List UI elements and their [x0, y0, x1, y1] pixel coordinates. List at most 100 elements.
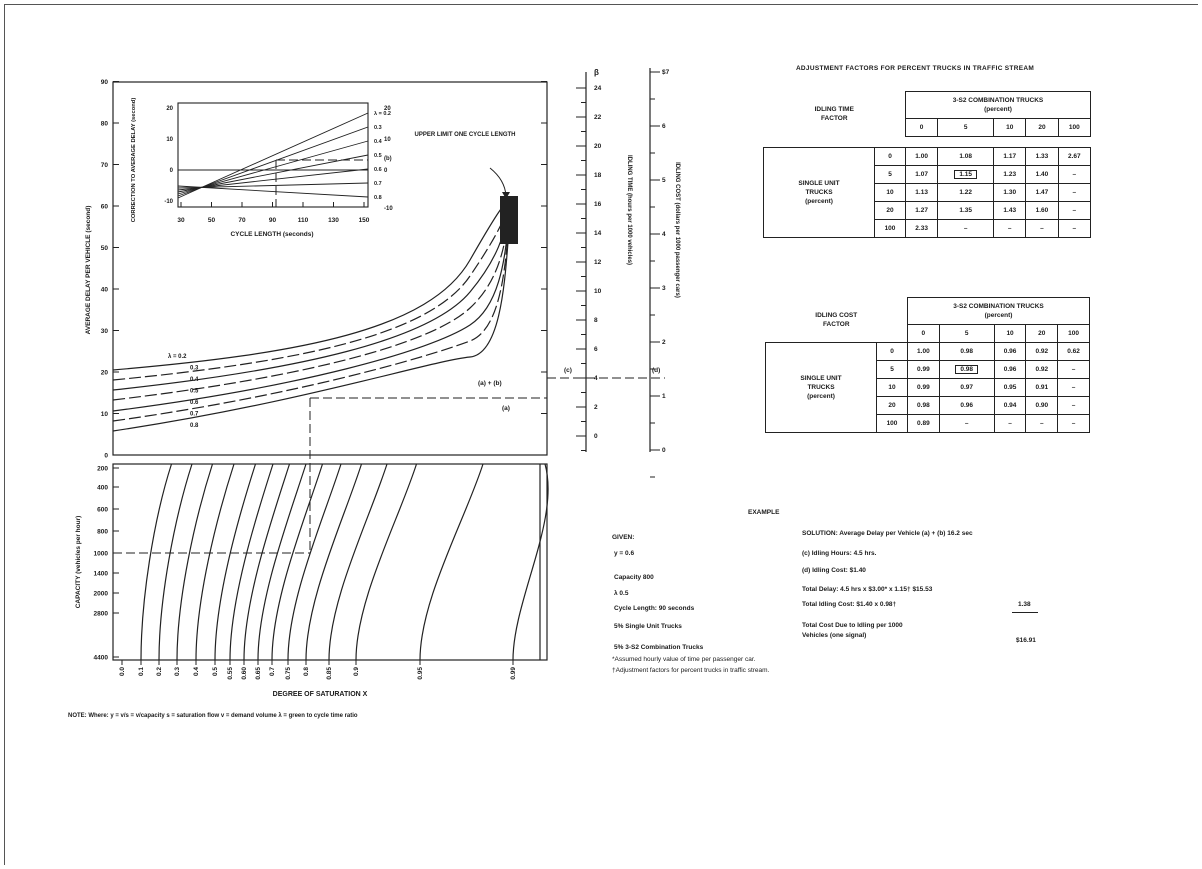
- capacity-x-tick: 0.55: [227, 667, 234, 680]
- idling-time-tick: 20: [594, 143, 602, 150]
- factor-cell: 0.92: [1025, 360, 1059, 379]
- factor-cell: –: [1057, 165, 1092, 184]
- row-percent: 0: [874, 147, 906, 166]
- factor-cell: 2.33: [904, 219, 939, 238]
- delay-curve-labels: λ = 0.20.3 0.4 0.5 0.6 0.7 0.8: [168, 354, 199, 429]
- factor-cell: 0.98: [938, 360, 995, 379]
- inset-x-tick: 70: [238, 217, 246, 224]
- curve-label: 0.3: [190, 366, 199, 372]
- factor-cell: 0.90: [1025, 396, 1059, 415]
- capacity-x-tick: 0.65: [255, 667, 262, 680]
- capacity-y-tick: 600: [97, 507, 108, 514]
- idling-cost-tick: $7: [662, 69, 670, 76]
- inset-x-tick: 130: [328, 217, 339, 224]
- idling-time-factor-table: IDLING TIME FACTOR 3-S2 COMBINATION TRUCK…: [763, 91, 1092, 238]
- factor-cell: –: [1057, 219, 1092, 238]
- inset-y-tick-right: 20: [384, 106, 391, 112]
- factor-cell: 1.08: [937, 147, 995, 166]
- inset-x-label: CYCLE LENGTH (seconds): [230, 231, 313, 238]
- factor-cell: –: [1057, 183, 1092, 202]
- idling-cost-tick: 6: [662, 123, 666, 130]
- capacity-x-tick: 0.1: [138, 667, 145, 676]
- factor-cell: 1.47: [1025, 183, 1059, 202]
- factor-cell: 1.40: [1025, 165, 1059, 184]
- idling-time-label: IDLING TIME (hours per 1000 vehicles): [626, 155, 632, 265]
- row-percent: 5: [874, 165, 906, 184]
- inset-y-tick: 10: [166, 137, 173, 143]
- capacity-x-tick: 0.75: [285, 667, 292, 680]
- row-percent: 20: [876, 396, 908, 415]
- factor-cell: –: [993, 219, 1027, 238]
- row-percent: 10: [874, 183, 906, 202]
- factor-cell: –: [1057, 378, 1090, 397]
- capacity-y-label: CAPACITY (vehicles per hour): [75, 516, 82, 609]
- mark-a-plus-b: (a) + (b): [478, 380, 502, 387]
- factor-cell: –: [937, 219, 995, 238]
- factor-cell: 1.35: [937, 201, 995, 220]
- factor-cell: 1.13: [904, 183, 939, 202]
- delay-y-tick: 40: [101, 287, 109, 294]
- capacity-x-tick: 0.3: [174, 667, 181, 676]
- idling-cost-tick: 3: [662, 285, 666, 292]
- factor-cell: 0.99: [907, 360, 940, 379]
- curve-label: 0.7: [190, 412, 199, 418]
- delay-curve: [112, 197, 513, 371]
- column-header: 10: [993, 324, 1027, 343]
- inset-lambda-label: 0.7: [374, 181, 382, 187]
- delay-y-tick: 30: [101, 328, 109, 335]
- delay-curve: [112, 209, 513, 432]
- inset-x-tick: 30: [177, 217, 185, 224]
- inset-x-tick: 110: [298, 217, 309, 224]
- column-header: 100: [1057, 118, 1092, 137]
- mark-c: (c): [564, 367, 572, 374]
- given-item: Capacity 800: [614, 574, 654, 581]
- column-header: 0: [904, 118, 939, 137]
- capacity-x-tick: 0.2: [156, 667, 163, 676]
- capacity-curve: [355, 463, 418, 661]
- factor-cell: 1.33: [1025, 147, 1059, 166]
- capacity-y-tick: 400: [97, 485, 108, 492]
- inset-chart-frame: [177, 102, 369, 208]
- idling-time-tick: 14: [594, 230, 602, 237]
- idling-time-tick: 24: [594, 85, 602, 92]
- factor-cell: 1.60: [1025, 201, 1059, 220]
- capacity-x-tick: 0.0: [119, 667, 126, 676]
- row-percent: 5: [876, 360, 908, 379]
- factor-cell: –: [1025, 219, 1059, 238]
- inset-lambda-label: 0.4: [374, 139, 383, 145]
- capacity-y-tick: 4400: [94, 655, 109, 662]
- inset-x-tick: 90: [269, 217, 277, 224]
- factor-cell: –: [1057, 396, 1090, 415]
- capacity-curve: [328, 463, 388, 661]
- factor-label: IDLING COST FACTOR: [815, 311, 858, 328]
- inset-line: [177, 140, 369, 195]
- idling-time-tick: 16: [594, 201, 602, 208]
- capacity-y-tick: 200: [97, 466, 108, 473]
- capacity-axes: 200 400 600 800 1000 1400 2000 2800 4400 0.0 0.1 0.…: [94, 466, 517, 680]
- capacity-curve: [419, 463, 484, 661]
- inset-y-tick-right: 10: [384, 137, 391, 143]
- delay-y-tick: 50: [101, 245, 109, 252]
- curve-label: 0.6: [190, 400, 199, 406]
- row-percent: 10: [876, 378, 908, 397]
- solution-item: Total Idling Cost: $1.40 x 0.98†: [802, 601, 897, 608]
- delay-chart-y-axis: 0 10 20 30 40 50 60 70 80 90: [101, 79, 547, 460]
- idling-time-tick: 8: [594, 317, 598, 324]
- factor-cell: 1.30: [993, 183, 1027, 202]
- capacity-x-tick: 0.60: [241, 667, 248, 680]
- curve-label: 0.4: [190, 377, 199, 383]
- factor-cell: 1.27: [904, 201, 939, 220]
- inset-y-tick-right: (b): [384, 156, 392, 162]
- table1-title: ADJUSTMENT FACTORS FOR PERCENT TRUCKS IN…: [795, 65, 1035, 72]
- factor-cell: 1.22: [937, 183, 995, 202]
- factor-cell: 0.95: [993, 378, 1027, 397]
- solution-item: (c) Idling Hours: 4.5 hrs.: [802, 550, 877, 557]
- delay-y-tick: 60: [101, 204, 109, 211]
- column-header: 0: [907, 324, 940, 343]
- delay-curve: [112, 207, 513, 422]
- capacity-curve: [176, 463, 214, 661]
- capacity-x-label: DEGREE OF SATURATION X: [273, 691, 368, 698]
- factor-cell: 0.92: [1025, 342, 1059, 361]
- row-percent: 100: [876, 414, 908, 433]
